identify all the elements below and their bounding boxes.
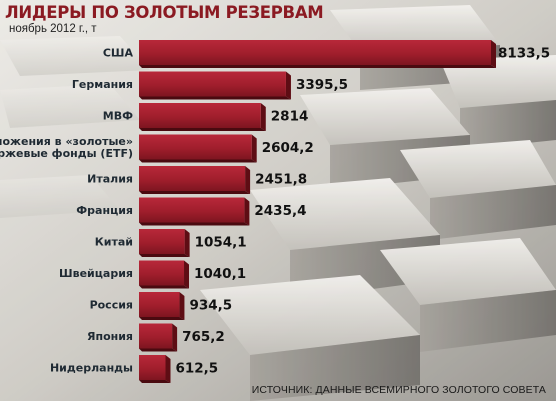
value-label: 765,2 (182, 329, 225, 345)
bar (139, 166, 246, 191)
bar-bottom (139, 285, 190, 289)
value-label: 1040,1 (194, 266, 246, 282)
bar (139, 197, 245, 223)
bar-side (165, 355, 171, 383)
bar (139, 355, 166, 380)
bar-bottom (139, 254, 190, 257)
bar-bottom (139, 191, 251, 194)
category-label: США (103, 47, 134, 60)
bar-side (172, 323, 178, 352)
value-label: 1054,1 (195, 235, 247, 251)
bar-bottom (139, 380, 171, 383)
bar (139, 260, 185, 286)
category-label: Франция (76, 204, 133, 217)
bar-side (491, 40, 496, 68)
bar-side (184, 229, 190, 257)
value-label: 8133,5 (498, 46, 550, 62)
bar-side (251, 134, 257, 163)
bar-side (285, 71, 291, 100)
bar-bottom (139, 159, 257, 163)
bar (139, 134, 252, 160)
category-label-line: Вложения в «золотые» (0, 135, 133, 148)
bar-bottom (139, 96, 291, 100)
chart-title: ЛИДЕРЫ ПО ЗОЛОТЫМ РЕЗЕРВАМ (5, 3, 324, 22)
category-label: Россия (90, 299, 133, 312)
value-label: 2604,2 (262, 140, 314, 156)
bar-side (245, 166, 251, 194)
category-label: Германия (72, 78, 133, 91)
bar-side (244, 197, 250, 226)
value-label: 2814 (271, 109, 309, 125)
value-label: 2435,4 (254, 203, 306, 219)
category-label-line: биржевые фонды (ETF) (0, 147, 133, 160)
category-label: Вложения в «золотые»биржевые фонды (ETF) (0, 135, 133, 160)
bar-side (260, 103, 266, 131)
bar (139, 292, 180, 317)
value-label: 934,5 (189, 298, 232, 314)
bar (139, 229, 185, 254)
bar-bottom (139, 348, 178, 352)
value-label: 3395,5 (296, 77, 348, 93)
category-label: Швейцария (59, 267, 133, 280)
value-label: 2451,8 (255, 172, 307, 188)
bar-bottom (139, 128, 266, 131)
category-label: МВФ (103, 110, 133, 123)
bar-bottom (139, 222, 250, 226)
bar-side (179, 292, 185, 320)
category-label: Китай (95, 236, 133, 249)
bar (139, 323, 173, 349)
bar-bottom (139, 317, 185, 320)
source-note: ИСТОЧНИК: ДАННЫЕ ВСЕМИРНОГО ЗОЛОТОГО СОВ… (251, 384, 546, 396)
bar-bottom (139, 65, 496, 68)
category-label: Япония (87, 330, 133, 343)
bar-side (184, 260, 190, 289)
bar (139, 103, 261, 128)
value-label: 612,5 (176, 361, 219, 377)
category-label: Италия (87, 173, 133, 186)
chart-subtitle: ноябрь 2012 г., т (9, 23, 97, 35)
bar (139, 40, 491, 65)
category-label: Нидерланды (50, 362, 133, 375)
bar (139, 71, 286, 97)
